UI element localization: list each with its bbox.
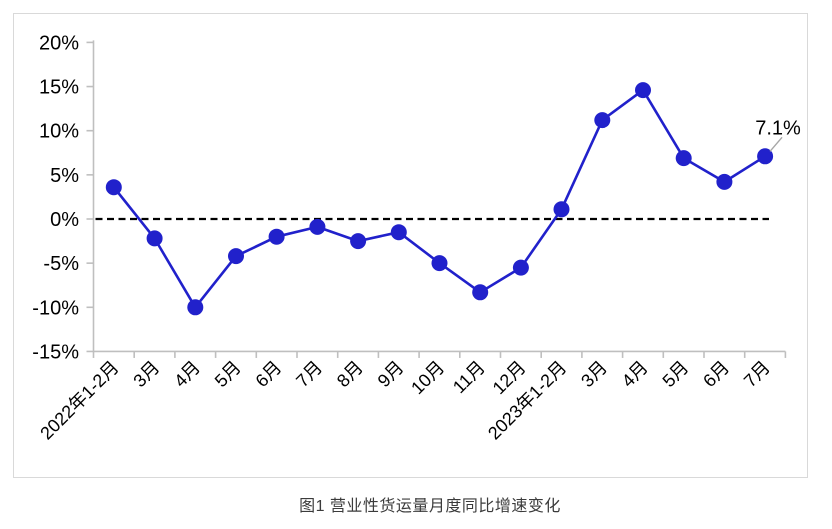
data-point-marker — [390, 224, 407, 241]
x-tick-label: 6月 — [699, 357, 733, 391]
x-tick-label: 5月 — [211, 357, 245, 391]
data-point-marker — [512, 259, 529, 276]
annotation-label: 7.1% — [755, 117, 801, 139]
x-tick-label: 3月 — [577, 357, 611, 391]
x-tick-label: 9月 — [374, 357, 408, 391]
data-point-marker — [187, 299, 204, 316]
data-point-marker — [228, 248, 244, 265]
chart-frame — [13, 13, 808, 478]
data-point-marker — [553, 201, 570, 218]
y-tick-label: -5% — [43, 253, 79, 275]
annotation-leader-line — [769, 136, 783, 152]
x-tick-label: 3月 — [129, 357, 163, 391]
y-tick-label: -10% — [32, 297, 79, 319]
x-tick-label: 2022年1-2月 — [36, 357, 122, 443]
y-tick-label: 20% — [39, 32, 79, 54]
x-tick-label: 11月 — [449, 357, 489, 397]
data-point-marker — [105, 179, 122, 196]
y-tick-label: 0% — [50, 209, 79, 231]
data-point-marker — [635, 82, 651, 99]
data-point-marker — [716, 173, 733, 190]
data-point-marker — [757, 148, 774, 165]
x-tick-label: 6月 — [252, 357, 286, 391]
data-point-marker — [675, 150, 692, 167]
x-tick-label: 4月 — [170, 357, 204, 391]
data-point-marker — [594, 112, 611, 129]
data-point-marker — [268, 228, 285, 245]
y-tick-label: -15% — [32, 341, 79, 363]
data-point-marker — [431, 255, 448, 272]
series-line — [112, 88, 766, 309]
data-point-marker — [350, 233, 367, 250]
x-tick-label: 4月 — [618, 357, 652, 391]
data-point-marker — [309, 218, 326, 235]
data-point-marker — [146, 230, 163, 247]
x-tick-label: 5月 — [659, 357, 693, 391]
x-tick-label: 7月 — [292, 357, 326, 391]
y-tick-label: 15% — [39, 77, 79, 99]
chart-caption: 图1 营业性货运量月度同比增速变化 — [299, 498, 561, 515]
x-tick-label: 7月 — [740, 357, 774, 391]
data-point-marker — [472, 284, 489, 301]
x-tick-label: 10月 — [407, 357, 448, 398]
y-tick-label: 10% — [39, 121, 79, 143]
x-tick-label: 8月 — [333, 357, 367, 391]
y-tick-label: 5% — [50, 165, 79, 187]
